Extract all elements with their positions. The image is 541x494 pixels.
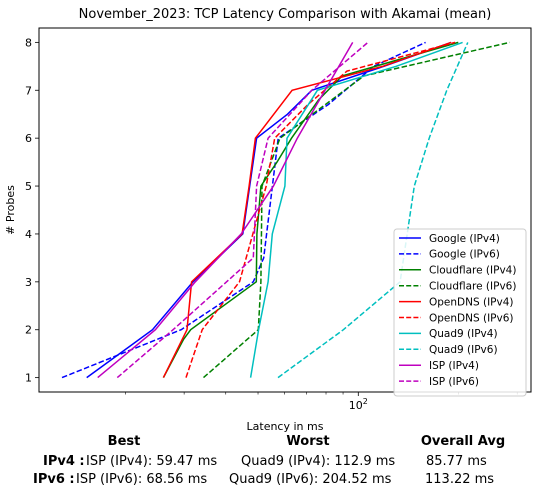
summary-row-label-ipv6: IPv6 :	[33, 472, 75, 487]
legend-label-3: Cloudflare (IPv6)	[429, 281, 516, 293]
legend: Google (IPv4) Google (IPv6) Cloudflare (IP…	[393, 228, 527, 397]
summary-best-ipv6: ISP (IPv6): 68.56 ms	[76, 472, 208, 487]
y-tick-label: 6	[25, 132, 32, 145]
legend-label-4: OpenDNS (IPv4)	[429, 296, 514, 308]
summary-header-best: Best	[107, 434, 141, 449]
y-tick-label: 7	[25, 84, 32, 97]
legend-label-1: Google (IPv6)	[429, 249, 500, 261]
series-line-6	[249, 41, 463, 378]
chart-title: November_2023: TCP Latency Comparison wi…	[79, 7, 492, 22]
latency-chart: November_2023: TCP Latency Comparison wi…	[4, 7, 532, 432]
y-tick-label: 2	[25, 324, 32, 337]
legend-label-0: Google (IPv4)	[429, 233, 500, 245]
series-line-2	[162, 41, 459, 378]
legend-label-7: Quad9 (IPv6)	[429, 344, 498, 356]
legend-label-9: ISP (IPv6)	[429, 376, 479, 388]
summary-row-label-ipv4: IPv4 :	[43, 454, 85, 469]
series-line-1	[61, 41, 426, 379]
series-line-8	[97, 42, 354, 379]
legend-box	[393, 228, 527, 397]
x-tick-label: 102	[349, 397, 368, 412]
summary-avg-ipv6: 113.22 ms	[425, 472, 495, 487]
y-tick-label: 1	[25, 372, 32, 385]
summary-best-ipv4: ISP (IPv4): 59.47 ms	[86, 454, 218, 469]
summary-worst-ipv6: Quad9 (IPv6): 204.52 ms	[229, 472, 392, 487]
legend-label-8: ISP (IPv4)	[429, 360, 479, 372]
series-line-9	[116, 41, 369, 379]
y-axis-label: # Probes	[4, 185, 17, 235]
y-tick-label: 3	[25, 276, 32, 289]
legend-label-5: OpenDNS (IPv6)	[429, 312, 514, 324]
summary-table: Best Worst Overall Avg IPv4 : ISP (IPv4)…	[0, 432, 541, 494]
summary-worst-ipv4: Quad9 (IPv4): 112.9 ms	[241, 454, 396, 469]
y-tick-label: 8	[25, 36, 32, 49]
y-tick-label: 5	[25, 180, 32, 193]
y-axis-ticks: 1 2 3 4 5 6 7 8	[25, 36, 39, 385]
x-axis-ticks: 102	[125, 392, 518, 412]
plot-frame	[38, 27, 532, 393]
series-line-7	[277, 42, 469, 379]
summary-header-avg: Overall Avg	[420, 434, 506, 449]
legend-label-2: Cloudflare (IPv4)	[429, 265, 516, 277]
series-layer	[61, 41, 510, 379]
y-tick-label: 4	[25, 228, 32, 241]
summary-avg-ipv4: 85.77 ms	[426, 454, 487, 469]
series-line-4	[162, 41, 452, 378]
x-axis-label: Latency in ms	[247, 420, 324, 432]
series-line-5	[185, 41, 456, 378]
summary-header-worst: Worst	[286, 434, 330, 449]
legend-label-6: Quad9 (IPv4)	[429, 328, 498, 340]
